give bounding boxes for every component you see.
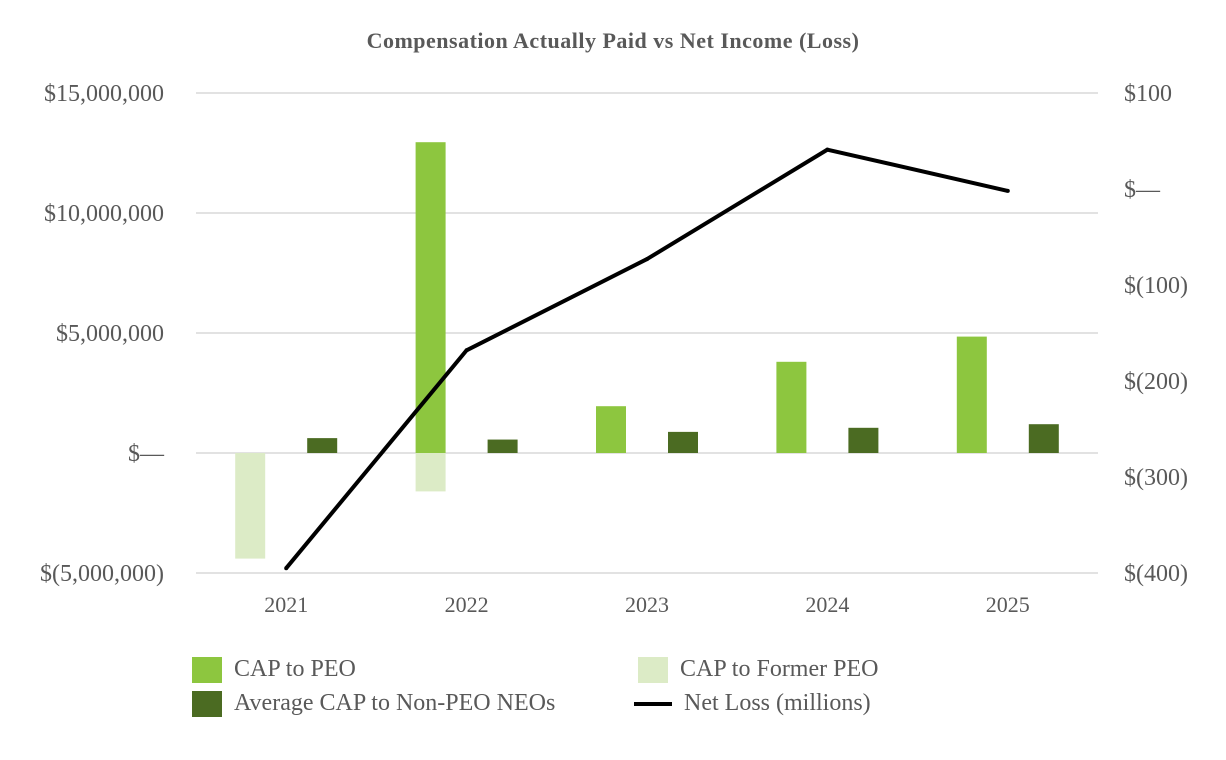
legend-swatch-average-cap bbox=[192, 690, 222, 717]
legend-label-average-cap: Average CAP to Non-PEO NEOs bbox=[234, 690, 556, 716]
line-marks bbox=[284, 147, 1010, 571]
legend-item-cap-to-former-peo: CAP to Former PEO bbox=[638, 656, 878, 683]
bar-cap-to-peo bbox=[956, 336, 987, 453]
bar-cap-to-peo bbox=[776, 361, 807, 453]
net-loss-point bbox=[1005, 188, 1010, 193]
legend-label-cap-to-former-peo: CAP to Former PEO bbox=[680, 656, 879, 682]
bar-marks bbox=[235, 142, 1059, 559]
left-axis-tick-label: $— bbox=[128, 441, 165, 467]
legend: CAP to PEO CAP to Former PEO Average CAP… bbox=[192, 656, 952, 726]
right-axis-tick-label: $(200) bbox=[1124, 369, 1188, 395]
bar-average-cap-to-non-peo-neos bbox=[1028, 424, 1059, 453]
bar-average-cap-to-non-peo-neos bbox=[668, 431, 698, 453]
bar-cap-to-peo bbox=[596, 406, 626, 453]
net-loss-point bbox=[284, 566, 289, 571]
legend-label-cap-to-peo: CAP to PEO bbox=[234, 656, 356, 682]
x-axis-tick-label: 2024 bbox=[805, 592, 849, 617]
legend-label-net-loss: Net Loss (millions) bbox=[684, 690, 871, 716]
right-axis-tick-label: $(100) bbox=[1124, 273, 1188, 299]
bar-average-cap-to-non-peo-neos bbox=[848, 427, 879, 453]
net-loss-point bbox=[645, 257, 649, 262]
left-axis-ticks: $15,000,000 $10,000,000 $5,000,000 $— $(5,00… bbox=[40, 81, 165, 587]
left-axis-tick-label: $15,000,000 bbox=[44, 81, 164, 107]
right-axis-tick-label: $(400) bbox=[1124, 561, 1188, 587]
x-axis-ticks: 2021 2022 2023 2024 2025 bbox=[264, 592, 1030, 617]
legend-swatch-cap-to-peo bbox=[192, 656, 222, 683]
legend-item-net-loss: Net Loss (millions) bbox=[634, 690, 871, 717]
legend-swatch-cap-to-former-peo bbox=[638, 656, 668, 683]
legend-item-cap-to-peo: CAP to PEO bbox=[192, 656, 356, 683]
right-axis-tick-label: $100 bbox=[1124, 81, 1172, 107]
x-axis-tick-label: 2022 bbox=[445, 592, 489, 617]
net-loss-point bbox=[825, 147, 830, 152]
bar-cap-to-peo bbox=[415, 142, 446, 453]
left-axis-tick-label: $10,000,000 bbox=[44, 201, 164, 227]
right-axis-ticks: $100 $— $(100) $(200) $(300) $(400) bbox=[1124, 81, 1188, 587]
bar-cap-to-former-peo bbox=[415, 453, 446, 492]
right-axis-tick-label: $(300) bbox=[1124, 465, 1188, 491]
chart-title: Compensation Actually Paid vs Net Income… bbox=[366, 28, 860, 53]
x-axis-tick-label: 2023 bbox=[625, 592, 669, 617]
left-axis-tick-label: $(5,000,000) bbox=[40, 561, 164, 587]
left-axis-tick-label: $5,000,000 bbox=[56, 321, 164, 347]
x-axis-tick-label: 2021 bbox=[264, 592, 308, 617]
net-loss-point bbox=[464, 348, 469, 353]
x-axis-tick-label: 2025 bbox=[986, 592, 1030, 617]
legend-swatch-net-loss bbox=[634, 701, 672, 706]
legend-item-average-cap: Average CAP to Non-PEO NEOs bbox=[192, 690, 555, 717]
bar-cap-to-former-peo bbox=[235, 453, 266, 559]
right-axis-tick-label: $— bbox=[1124, 177, 1161, 203]
plot-area: $15,000,000 $10,000,000 $5,000,000 $— $(5,00… bbox=[40, 81, 1188, 617]
gridlines bbox=[196, 92, 1098, 574]
bar-average-cap-to-non-peo-neos bbox=[487, 439, 518, 453]
bar-average-cap-to-non-peo-neos bbox=[307, 438, 338, 453]
